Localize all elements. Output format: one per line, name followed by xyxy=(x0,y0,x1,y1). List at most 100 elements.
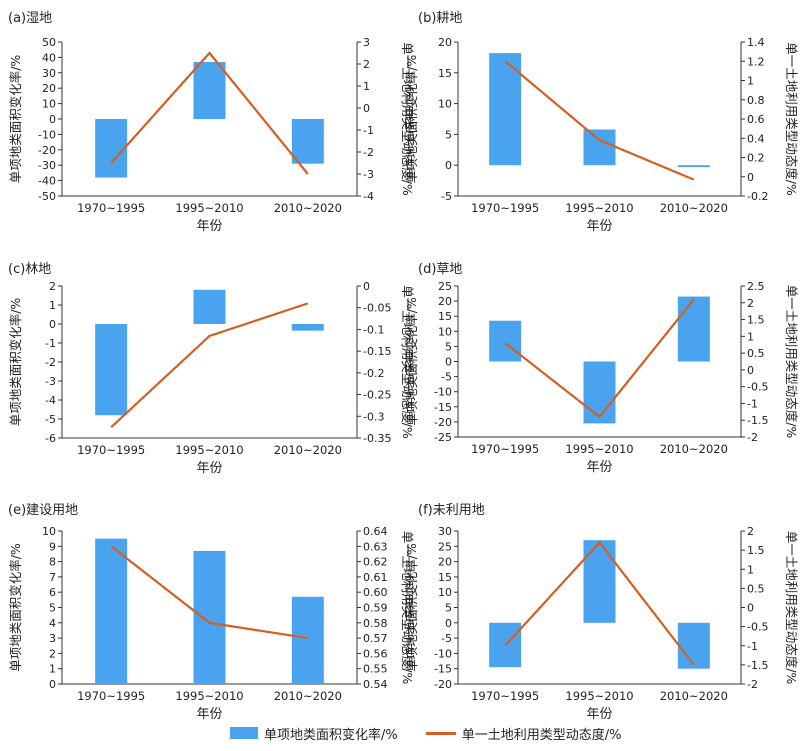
left-tick-label: -10 xyxy=(434,386,452,399)
right-tick-label: 0.62 xyxy=(363,556,388,569)
left-tick-label: 40 xyxy=(42,51,56,64)
left-tick-label: -20 xyxy=(434,678,452,691)
right-tick-label: 1.5 xyxy=(747,314,765,327)
left-tick-label: 30 xyxy=(42,67,56,80)
left-axis-title: 单项地类面积变化率/% xyxy=(404,297,419,426)
chart-panel-4: (d)草地2520151050-5-10-15-20-252.521.510.5… xyxy=(404,262,799,475)
chart-panel-2: (b)耕地 20 15 10 5 0 -5 1.4 1.2 1 0.8 0.6 0.4 0.2 0 -0.2 1… xyxy=(404,10,799,234)
left-tick-label: 3 xyxy=(49,632,56,645)
left-tick-label: 30 xyxy=(438,525,452,538)
left-tick-label: 7 xyxy=(49,571,56,584)
left-tick-label: -6 xyxy=(45,432,56,445)
x-tick-label: 1970~1995 xyxy=(77,201,145,215)
left-tick-label: -40 xyxy=(38,175,56,188)
left-tick-label: 15 xyxy=(438,310,452,323)
right-tick-label: -0.35 xyxy=(363,432,391,445)
right-tick-label: 2 xyxy=(363,58,370,71)
right-tick-label: 2 xyxy=(747,525,754,538)
right-tick-label: 1.4 xyxy=(747,36,765,49)
right-tick-label: -0.25 xyxy=(363,389,391,402)
bar-3 xyxy=(291,119,324,164)
bar-3 xyxy=(677,622,710,669)
right-tick-label: -4 xyxy=(363,190,374,203)
panel-title: (d)草地 xyxy=(418,262,462,277)
bar-3 xyxy=(291,324,324,331)
legend-bar-label: 单项地类面积变化率/% xyxy=(264,727,398,743)
right-tick-label: 1 xyxy=(363,80,370,93)
dynamic-degree-line xyxy=(110,545,309,640)
right-tick-label: 0.60 xyxy=(363,586,388,599)
bar-1 xyxy=(95,324,128,416)
left-tick-label: 20 xyxy=(438,295,452,308)
right-tick-label: 0 xyxy=(747,171,754,184)
right-tick-label: -2 xyxy=(747,431,758,444)
dynamic-degree-line xyxy=(504,298,695,419)
left-tick-label: 25 xyxy=(438,280,452,293)
right-tick-label: 0.4 xyxy=(747,132,765,145)
right-tick-label: -2 xyxy=(747,678,758,691)
right-tick-label: 0.58 xyxy=(363,617,388,630)
left-tick-label: -3 xyxy=(45,375,56,388)
x-axis-title: 年份 xyxy=(586,460,612,475)
left-tick-label: 10 xyxy=(42,525,56,538)
legend-item-line: 单一土地利用类型动态度/% xyxy=(425,724,622,743)
panel-title: (c)林地 xyxy=(8,262,51,277)
right-tick-label: 0.5 xyxy=(747,347,765,360)
x-tick-label: 2010~2020 xyxy=(660,689,728,703)
right-tick-label: -1 xyxy=(363,124,374,137)
left-tick-label: -5 xyxy=(441,371,452,384)
bar-3 xyxy=(677,165,710,168)
left-tick-label: 1 xyxy=(49,663,56,676)
right-tick-label: 0.54 xyxy=(363,678,388,691)
left-tick-label: 5 xyxy=(445,340,452,353)
x-axis-title: 年份 xyxy=(196,707,222,722)
left-tick-label: 2 xyxy=(49,280,56,293)
right-tick-label: 0 xyxy=(747,364,754,377)
x-tick-label: 1970~1995 xyxy=(77,443,145,457)
right-tick-label: 0.56 xyxy=(363,647,388,660)
right-tick-label: -0.05 xyxy=(363,302,391,315)
dynamic-degree-line xyxy=(504,60,695,181)
right-axis-title: 单一土地利用类型动态度/% xyxy=(400,531,415,685)
bar-1 xyxy=(95,538,128,684)
right-tick-label: -1 xyxy=(747,640,758,653)
x-tick-label: 1995~2010 xyxy=(175,201,243,215)
right-tick-label: -1 xyxy=(747,397,758,410)
bar-3 xyxy=(291,596,324,684)
left-tick-label: -20 xyxy=(38,144,56,157)
legend: 单项地类面积变化率/% 单一土地利用类型动态度/% xyxy=(230,723,649,743)
right-tick-label: -0.5 xyxy=(747,621,768,634)
right-tick-label: -3 xyxy=(363,168,374,181)
left-tick-label: 15 xyxy=(438,571,452,584)
right-tick-label: 0 xyxy=(747,602,754,615)
left-tick-label: 1 xyxy=(49,299,56,312)
x-tick-label: 2010~2020 xyxy=(274,201,342,215)
left-axis-title: 单项地类面积变化率/% xyxy=(8,55,23,184)
x-tick-label: 2010~2020 xyxy=(274,443,342,457)
x-tick-label: 1970~1995 xyxy=(471,201,539,215)
left-tick-label: 20 xyxy=(42,82,56,95)
x-tick-label: 2010~2020 xyxy=(660,201,728,215)
right-axis-title: 单一土地利用类型动态度/% xyxy=(784,42,799,196)
right-axis-title: 单一土地利用类型动态度/% xyxy=(784,531,799,685)
legend-line-label: 单一土地利用类型动态度/% xyxy=(461,727,622,743)
left-tick-label: 10 xyxy=(438,586,452,599)
panel-title: (e)建设用地 xyxy=(8,503,78,518)
x-axis-title: 年份 xyxy=(196,461,222,476)
chart-panel-3: (c)林地 2 1 0 -1 -2 -3 -4 -5 -6 0 -0.05 -0.1 -0.15 -0.2 -… xyxy=(8,262,415,476)
left-tick-label: 5 xyxy=(445,128,452,141)
right-tick-label: 1.2 xyxy=(747,55,765,68)
panel-title: (f)未利用地 xyxy=(418,503,485,518)
x-axis-title: 年份 xyxy=(196,219,222,234)
x-tick-label: 1970~1995 xyxy=(77,689,145,703)
left-axis-title: 单项地类面积变化率/% xyxy=(8,298,23,427)
left-tick-label: 0 xyxy=(49,113,56,126)
right-tick-label: 0.8 xyxy=(747,94,765,107)
left-tick-label: -1 xyxy=(45,337,56,350)
right-tick-label: 1 xyxy=(747,330,754,343)
bar-1 xyxy=(95,119,128,178)
bar-2 xyxy=(583,361,616,424)
left-tick-label: 0 xyxy=(49,678,56,691)
right-tick-label: -0.15 xyxy=(363,345,391,358)
left-tick-label: 10 xyxy=(438,325,452,338)
